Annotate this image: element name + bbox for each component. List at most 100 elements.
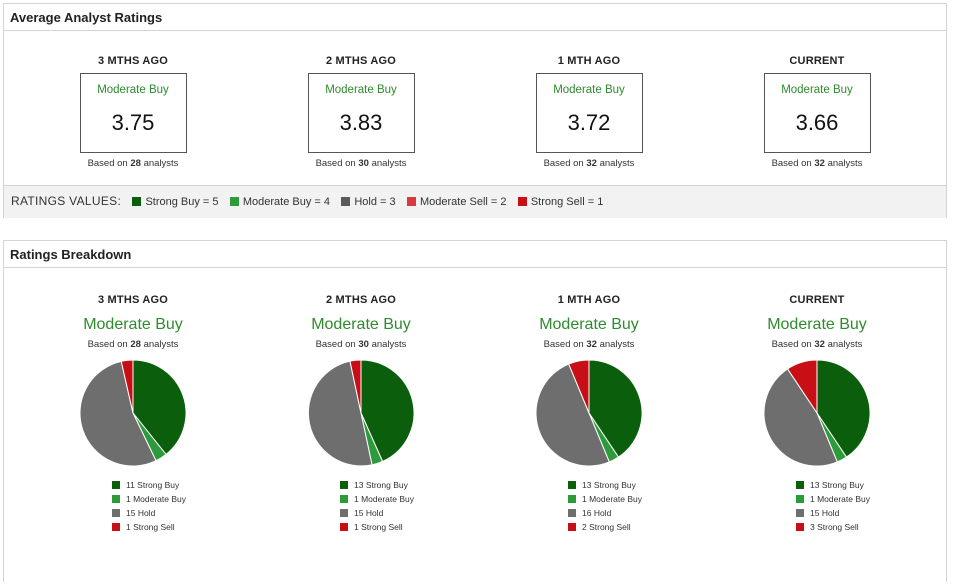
strong-buy-swatch xyxy=(796,481,804,489)
pie-svg xyxy=(307,359,415,467)
rating-box: Moderate Buy 3.66 xyxy=(763,73,871,153)
analyst-count: Based on 32 analysts xyxy=(543,339,635,350)
legend-item-hold: 15 Hold xyxy=(796,506,931,520)
breakdown-column-current: CURRENT Moderate Buy Based on 32 analyst… xyxy=(703,294,931,534)
analyst-count: Based on 30 analysts xyxy=(315,158,407,169)
rating-label: Moderate Buy xyxy=(781,84,853,96)
hold-slice xyxy=(79,360,157,467)
period-label: 2 MTHS AGO xyxy=(325,294,397,306)
analyst-count: Based on 28 analysts xyxy=(87,339,179,350)
analyst-count: Based on 32 analysts xyxy=(543,158,635,169)
value-moderate-buy: Moderate Buy = 4 xyxy=(229,196,330,208)
value-strong-sell: Strong Sell = 1 xyxy=(517,196,603,208)
avg-column-1-month: 1 MTH AGO Moderate Buy 3.72 Based on 32 … xyxy=(475,55,703,169)
pie-svg xyxy=(763,359,871,467)
hold-slice xyxy=(763,368,838,467)
rating-box: Moderate Buy 3.83 xyxy=(307,73,415,153)
moderate-buy-swatch xyxy=(796,495,804,503)
rating-label: Moderate Buy xyxy=(325,84,397,96)
legend-item-strong-sell: 1 Strong Sell xyxy=(340,520,475,534)
rating-score: 3.66 xyxy=(795,110,839,135)
legend-item-moderate-buy: 1 Moderate Buy xyxy=(796,492,931,506)
legend-item-strong-buy: 13 Strong Buy xyxy=(340,478,475,492)
pie-legend: 13 Strong Buy 1 Moderate Buy 15 Hold 1 S… xyxy=(247,478,475,534)
legend-item-hold: 16 Hold xyxy=(568,506,703,520)
ratings-pie-chart xyxy=(762,358,872,468)
legend-item-strong-sell: 1 Strong Sell xyxy=(112,520,247,534)
strong-sell-slice xyxy=(349,359,362,414)
legend-item-strong-buy: 13 Strong Buy xyxy=(568,478,703,492)
ratings-values-legend: RATINGS VALUES: Strong Buy = 5 Moderate … xyxy=(4,185,946,218)
strong-buy-swatch xyxy=(132,197,142,206)
hold-swatch xyxy=(341,197,351,206)
ratings-pie-chart xyxy=(534,358,644,468)
rating-label: Moderate Buy xyxy=(539,316,639,333)
rating-score: 3.83 xyxy=(339,110,383,135)
pie-svg xyxy=(79,359,187,467)
avg-column-current: CURRENT Moderate Buy 3.66 Based on 32 an… xyxy=(703,55,931,169)
value-hold: Hold = 3 xyxy=(341,196,396,208)
rating-label: Moderate Buy xyxy=(767,316,867,333)
ratings-values-label: RATINGS VALUES: xyxy=(11,194,122,208)
ratings-pie-chart xyxy=(306,358,416,468)
strong-sell-slice xyxy=(120,359,134,414)
pie-legend: 13 Strong Buy 1 Moderate Buy 15 Hold 3 S… xyxy=(703,478,931,534)
avg-column-3-months: 3 MTHS AGO Moderate Buy 3.75 Based on 28… xyxy=(19,55,247,169)
pie-svg xyxy=(535,359,643,467)
period-label: 3 MTHS AGO xyxy=(97,294,169,306)
strong-sell-slice xyxy=(568,359,590,414)
hold-swatch xyxy=(796,509,804,517)
period-label: 1 MTH AGO xyxy=(557,294,621,306)
strong-sell-slice xyxy=(786,359,818,415)
ratings-breakdown-panel: Ratings Breakdown 3 MTHS AGO Moderate Bu… xyxy=(3,240,947,582)
rating-label: Moderate Buy xyxy=(311,316,411,333)
rating-box: Moderate Buy 3.75 xyxy=(79,73,187,153)
average-ratings-title: Average Analyst Ratings xyxy=(4,4,946,31)
pie-legend: 13 Strong Buy 1 Moderate Buy 16 Hold 2 S… xyxy=(475,478,703,534)
legend-item-moderate-buy: 1 Moderate Buy xyxy=(568,492,703,506)
hold-slice xyxy=(307,360,373,467)
strong-buy-swatch xyxy=(112,481,120,489)
strong-sell-swatch xyxy=(340,523,348,531)
legend-item-strong-sell: 2 Strong Sell xyxy=(568,520,703,534)
legend-item-strong-buy: 13 Strong Buy xyxy=(796,478,931,492)
hold-swatch xyxy=(112,509,120,517)
strong-buy-swatch xyxy=(340,481,348,489)
moderate-buy-swatch xyxy=(112,495,120,503)
rating-score: 3.75 xyxy=(111,110,155,135)
rating-box: Moderate Buy 3.72 xyxy=(535,73,643,153)
period-label: 3 MTHS AGO xyxy=(97,55,169,67)
rating-label: Moderate Buy xyxy=(97,84,169,96)
legend-item-strong-buy: 11 Strong Buy xyxy=(112,478,247,492)
ratings-breakdown-title: Ratings Breakdown xyxy=(4,241,946,268)
legend-item-hold: 15 Hold xyxy=(340,506,475,520)
moderate-buy-swatch xyxy=(340,495,348,503)
legend-item-moderate-buy: 1 Moderate Buy xyxy=(340,492,475,506)
moderate-buy-swatch xyxy=(229,197,239,206)
strong-buy-slice xyxy=(132,359,187,456)
strong-buy-slice xyxy=(360,359,415,463)
period-label: CURRENT xyxy=(789,294,845,306)
rating-label: Moderate Buy xyxy=(553,84,625,96)
strong-sell-swatch xyxy=(112,523,120,531)
ratings-pie-chart xyxy=(78,358,188,468)
moderate-sell-swatch xyxy=(406,197,416,206)
moderate-buy-swatch xyxy=(568,495,576,503)
breakdown-column-2-months: 2 MTHS AGO Moderate Buy Based on 30 anal… xyxy=(247,294,475,534)
value-strong-buy: Strong Buy = 5 xyxy=(132,196,219,208)
legend-item-moderate-buy: 1 Moderate Buy xyxy=(112,492,247,506)
period-label: 2 MTHS AGO xyxy=(325,55,397,67)
period-label: CURRENT xyxy=(789,55,845,67)
hold-swatch xyxy=(568,509,576,517)
average-analyst-ratings-panel: Average Analyst Ratings 3 MTHS AGO Moder… xyxy=(3,3,947,218)
analyst-count: Based on 32 analysts xyxy=(771,339,863,350)
strong-sell-swatch xyxy=(796,523,804,531)
rating-label: Moderate Buy xyxy=(83,316,183,333)
breakdown-column-1-month: 1 MTH AGO Moderate Buy Based on 32 analy… xyxy=(475,294,703,534)
period-label: 1 MTH AGO xyxy=(557,55,621,67)
hold-slice xyxy=(535,363,610,467)
legend-item-hold: 15 Hold xyxy=(112,506,247,520)
legend-item-strong-sell: 3 Strong Sell xyxy=(796,520,931,534)
strong-sell-swatch xyxy=(517,197,527,206)
strong-sell-swatch xyxy=(568,523,576,531)
